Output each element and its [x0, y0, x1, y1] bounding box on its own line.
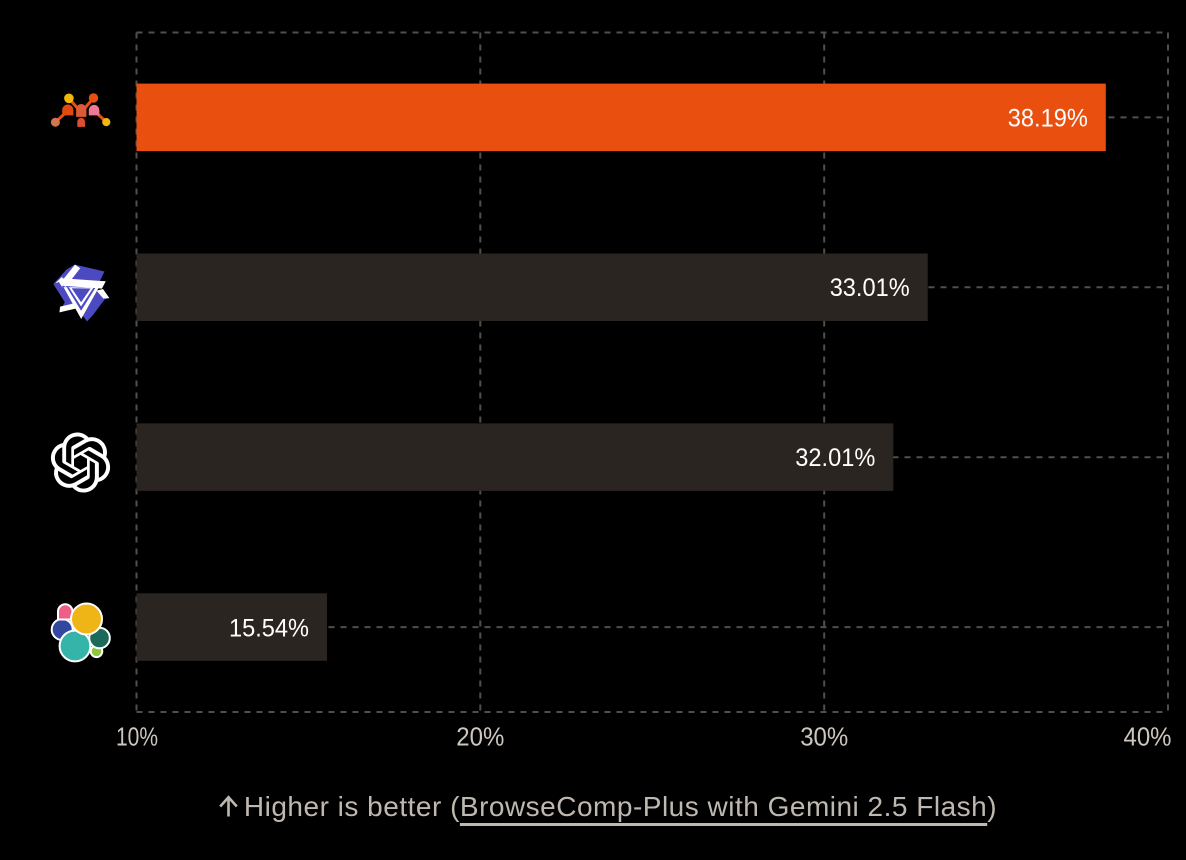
- svg-text:15.54%: 15.54%: [229, 615, 309, 643]
- svg-text:40%: 40%: [1124, 722, 1172, 752]
- svg-text:10%: 10%: [116, 722, 158, 752]
- svg-text:32.01%: 32.01%: [795, 444, 875, 472]
- svg-text:20%: 20%: [456, 722, 504, 752]
- svg-text:33.01%: 33.01%: [830, 274, 910, 302]
- svg-text:30%: 30%: [800, 722, 848, 752]
- svg-text:38.19%: 38.19%: [1008, 104, 1088, 132]
